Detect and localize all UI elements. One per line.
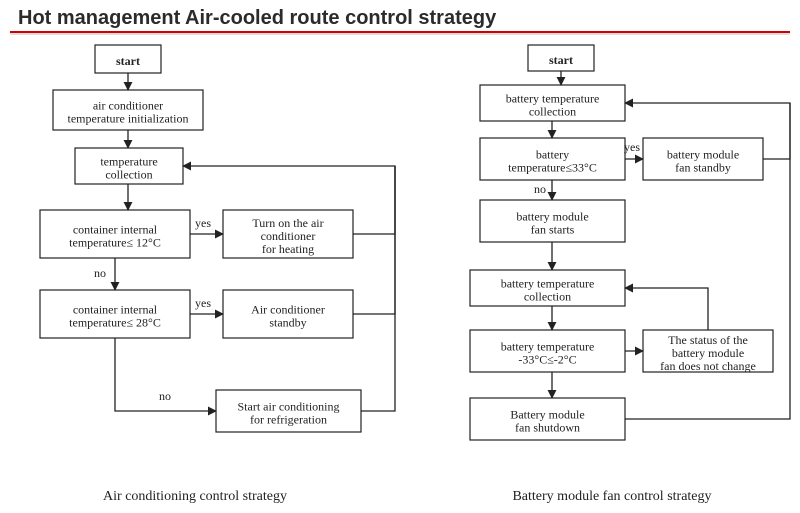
flowchart-air-conditioning: start air conditionertemperature initiali… <box>40 45 395 432</box>
ac-edge-9 <box>361 166 395 411</box>
diagram-canvas: Hot management Air-cooled route control … <box>0 0 800 513</box>
fan-node-tcoll1-label: battery temperature <box>506 92 600 106</box>
page-title: Hot management Air-cooled route control … <box>18 7 497 29</box>
fan-node-fshut-label: Battery module <box>510 408 584 422</box>
fan-node-noch: The status of thebattery modulefan does … <box>643 330 773 373</box>
ac-node-q12-label: temperature≤ 12°C <box>69 236 161 250</box>
fan-node-fstart-label: battery module <box>516 210 588 224</box>
ac-node-q12-label: container internal <box>73 223 158 237</box>
fan-node-fshut-label: fan shutdown <box>515 421 580 435</box>
fan-node-start: start <box>528 45 594 71</box>
caption-right: Battery module fan control strategy <box>512 489 711 504</box>
ac-node-start: start <box>95 45 161 73</box>
fan-node-tcoll1: battery temperaturecollection <box>480 85 625 121</box>
fan-node-noch-label: fan does not change <box>660 359 756 373</box>
ac-edge-5-label: yes <box>195 296 211 310</box>
fan-node-tcoll2-label: collection <box>524 290 571 304</box>
ac-node-stby: Air conditionerstandby <box>223 290 353 338</box>
fan-node-q33-label: temperature≤33°C <box>508 161 597 175</box>
ac-node-q28-label: temperature≤ 28°C <box>69 316 161 330</box>
fan-edge-3-label: no <box>534 182 546 196</box>
ac-node-init-label: temperature initialization <box>68 112 189 126</box>
fan-node-q33: batterytemperature≤33°C <box>480 138 625 180</box>
fan-node-start-label: start <box>549 53 573 67</box>
fan-edge-10 <box>625 288 708 330</box>
fan-node-fstart: battery modulefan starts <box>480 200 625 242</box>
ac-node-init: air conditionertemperature initializatio… <box>53 90 203 130</box>
fan-node-fstby: battery modulefan standby <box>643 138 763 180</box>
fan-edge-2-label: yes <box>624 140 640 154</box>
fan-node-qrng-label: battery temperature <box>501 340 595 354</box>
caption-left: Air conditioning control strategy <box>103 489 287 504</box>
ac-edge-6-label: no <box>159 389 171 403</box>
ac-node-refr-label: for refrigeration <box>250 413 327 427</box>
ac-node-heat-label: Turn on the air <box>252 216 323 230</box>
flowchart-battery-fan: startbattery temperaturecollectionbatter… <box>470 45 790 440</box>
ac-edge-4-label: no <box>94 266 106 280</box>
ac-node-heat: Turn on the airconditionerfor heating <box>223 210 353 258</box>
fan-node-qrng: battery temperature-33°C≤-2°C <box>470 330 625 372</box>
ac-node-heat-label: for heating <box>262 242 314 256</box>
fan-node-q33-label: battery <box>536 148 569 162</box>
fan-node-noch-label: The status of the <box>668 333 748 347</box>
ac-node-tcoll: temperaturecollection <box>75 148 183 184</box>
ac-node-q28-label: container internal <box>73 303 158 317</box>
ac-edge-8 <box>353 166 395 314</box>
ac-node-start-label: start <box>116 54 140 68</box>
ac-node-stby-label: Air conditioner <box>251 303 325 317</box>
ac-node-tcoll-label: collection <box>105 168 152 182</box>
fan-node-tcoll1-label: collection <box>529 105 576 119</box>
fan-node-fshut: Battery modulefan shutdown <box>470 398 625 440</box>
ac-node-q28: container internaltemperature≤ 28°C <box>40 290 190 338</box>
ac-node-stby-label: standby <box>269 316 306 330</box>
fan-node-fstart-label: fan starts <box>531 223 575 237</box>
fan-node-fstby-label: fan standby <box>675 161 731 175</box>
ac-node-refr: Start air conditioningfor refrigeration <box>216 390 361 432</box>
fan-node-noch-label: battery module <box>672 346 744 360</box>
fan-node-tcoll2-label: battery temperature <box>501 277 595 291</box>
ac-node-q12: container internaltemperature≤ 12°C <box>40 210 190 258</box>
ac-node-heat-label: conditioner <box>261 229 316 243</box>
ac-node-tcoll-label: temperature <box>100 155 157 169</box>
fan-node-qrng-label: -33°C≤-2°C <box>518 353 576 367</box>
ac-node-init-label: air conditioner <box>93 99 163 113</box>
fan-node-fstby-label: battery module <box>667 148 739 162</box>
ac-node-refr-label: Start air conditioning <box>238 400 340 414</box>
ac-edge-3-label: yes <box>195 216 211 230</box>
fan-node-tcoll2: battery temperaturecollection <box>470 270 625 306</box>
